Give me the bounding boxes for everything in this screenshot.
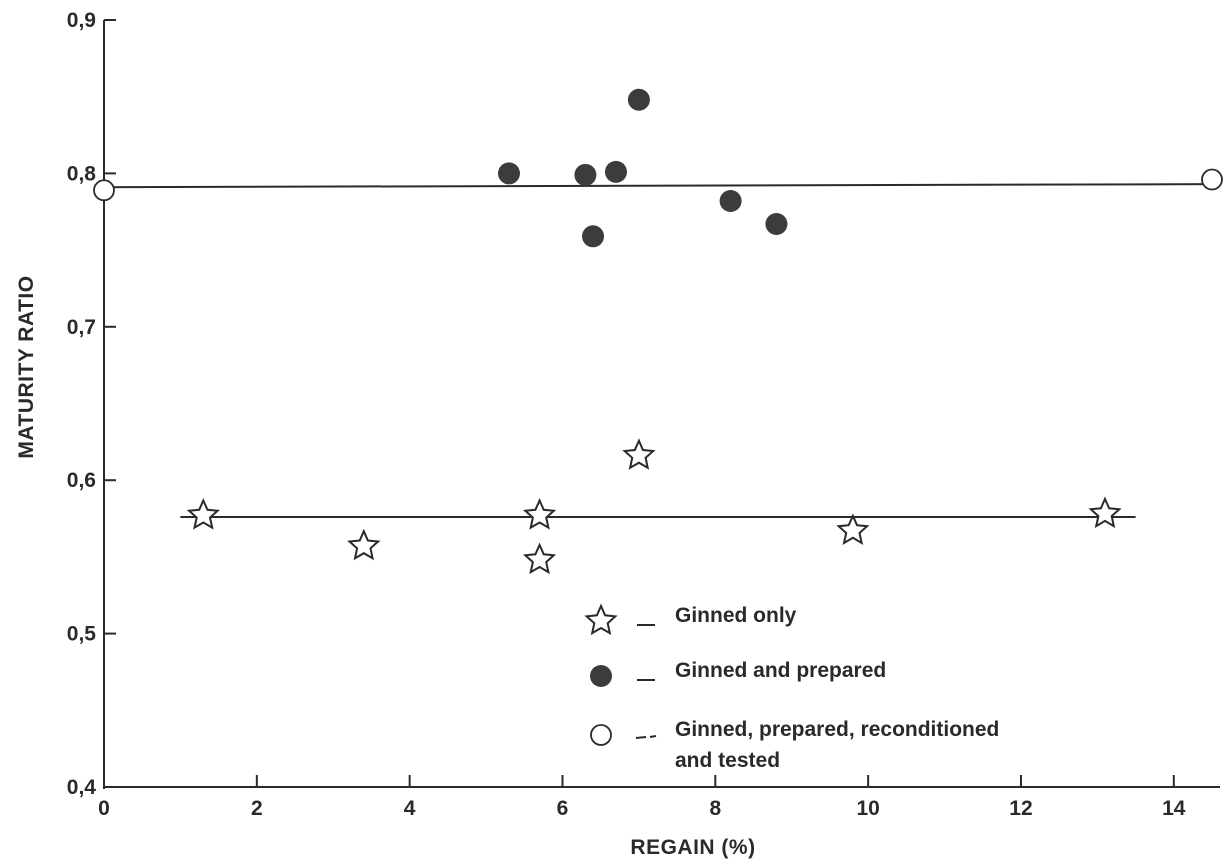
y-tick-label-2: 0,6 [67, 469, 96, 492]
legend-marker-open-circle [590, 724, 612, 746]
data-marks [93, 88, 1223, 575]
reference-line-0 [103, 183, 1213, 189]
legend-label-2: Ginned, prepared, reconditioned [675, 718, 999, 741]
x-tick-label-6: 12 [1009, 797, 1032, 820]
legend-marker-filled-circle [590, 665, 612, 687]
point-filled-circle-2 [582, 225, 605, 248]
y-axis-title: MATURITY RATIO [15, 275, 38, 458]
x-tick-label-7: 14 [1162, 797, 1186, 820]
x-tick-label-2: 4 [404, 797, 416, 820]
legend-dash-2 [635, 736, 647, 739]
legend-marker-star [584, 603, 618, 636]
point-filled-circle-5 [719, 190, 742, 213]
legend-label-0: Ginned only [675, 604, 797, 627]
x-tick-label-3: 6 [557, 797, 569, 820]
point-star-6 [1088, 496, 1122, 529]
point-star-5 [836, 513, 870, 546]
x-axis-title: REGAIN (%) [630, 836, 755, 859]
point-open-circle-0 [93, 179, 115, 202]
point-filled-circle-1 [574, 163, 597, 186]
x-tick-label-0: 0 [98, 797, 110, 820]
y-tick-label-0: 0,4 [67, 776, 97, 799]
point-star-0 [186, 498, 220, 530]
legend: Ginned only Ginned and prepared Ginned, pr… [584, 603, 999, 772]
reference-lines [103, 183, 1213, 519]
point-star-2 [522, 498, 557, 530]
x-tick-label-1: 2 [251, 797, 263, 820]
x-tick-label-5: 10 [856, 797, 879, 820]
y-tick-label-4: 0,8 [67, 162, 97, 185]
point-star-3 [522, 542, 557, 575]
y-tick-label-5: 0,9 [67, 9, 96, 32]
y-tick-label-3: 0,7 [67, 316, 96, 339]
legend-dash-b-2 [649, 735, 657, 738]
x-tick-label-4: 8 [709, 797, 721, 820]
y-tick-label-1: 0,5 [67, 623, 97, 646]
point-star-4 [622, 438, 656, 470]
legend-label-1: Ginned and prepared [675, 659, 886, 682]
point-filled-circle-6 [765, 213, 788, 236]
point-filled-circle-3 [604, 160, 627, 183]
legend-label-2-line1: and tested [675, 749, 780, 772]
point-filled-circle-0 [497, 162, 520, 185]
point-star-1 [347, 528, 381, 561]
point-filled-circle-4 [627, 88, 650, 111]
point-open-circle-1 [1201, 168, 1223, 191]
axes: 0,4 0,5 0,6 0,7 0,8 0,9 0 2 4 6 8 10 12 14 [67, 9, 1220, 820]
